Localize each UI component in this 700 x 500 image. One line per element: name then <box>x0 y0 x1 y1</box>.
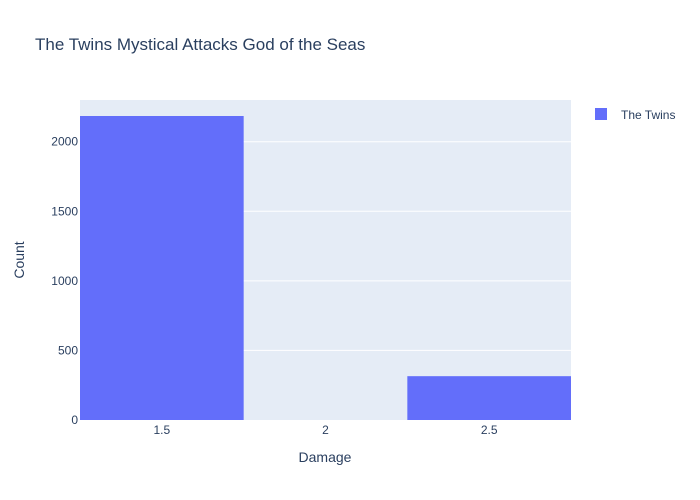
legend-swatch[interactable] <box>595 108 607 120</box>
y-tick-label: 1500 <box>51 204 78 218</box>
x-axis-title: Damage <box>299 449 352 465</box>
chart-title: The Twins Mystical Attacks God of the Se… <box>35 35 365 54</box>
y-tick-label: 2000 <box>51 135 78 149</box>
bars <box>80 116 571 420</box>
y-axis-ticks: 0 500 1000 1500 2000 <box>51 135 78 427</box>
x-tick-label: 2 <box>322 423 329 437</box>
legend-label[interactable]: The Twins <box>621 108 675 122</box>
y-tick-label: 500 <box>58 343 78 357</box>
legend[interactable]: The Twins <box>595 108 675 122</box>
y-axis-title: Count <box>11 241 27 278</box>
histogram-bar[interactable] <box>80 116 244 420</box>
histogram-bar[interactable] <box>407 376 571 420</box>
x-tick-label: 1.5 <box>153 423 170 437</box>
x-axis-ticks: 1.5 2 2.5 <box>153 423 497 437</box>
y-tick-label: 1000 <box>51 274 78 288</box>
x-tick-label: 2.5 <box>481 423 498 437</box>
y-tick-label: 0 <box>71 413 78 427</box>
